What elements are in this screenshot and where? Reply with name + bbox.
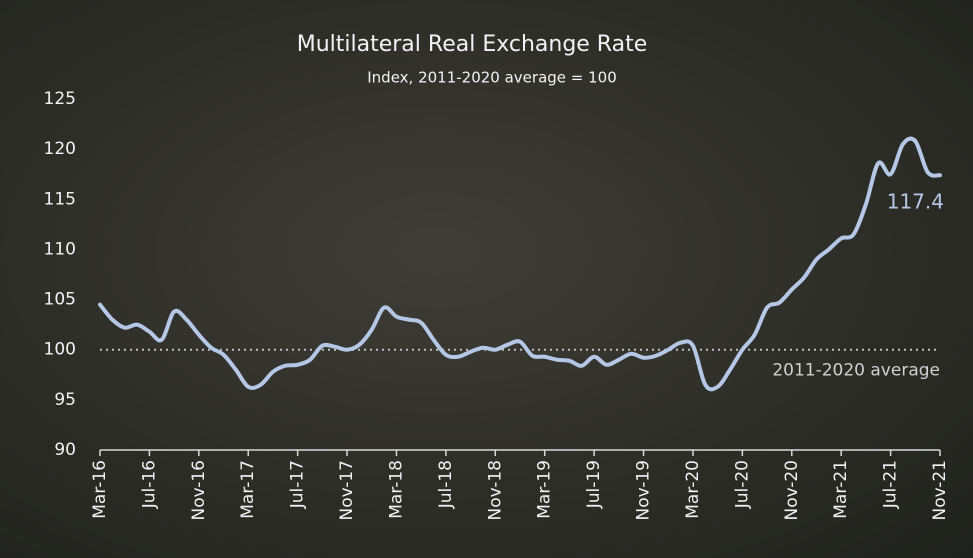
x-tick-label: Mar-18 (386, 460, 406, 519)
x-tick-label: Nov-17 (337, 460, 357, 521)
x-tick-label: Mar-20 (683, 460, 703, 519)
x-tick-label: Jul-16 (139, 460, 159, 509)
x-tick-label: Mar-17 (238, 460, 258, 519)
chart-title: Multilateral Real Exchange Rate (297, 32, 648, 57)
x-tick-label: Jul-17 (288, 460, 308, 509)
x-tick-label: Jul-21 (881, 460, 901, 509)
x-tick-label: Nov-16 (189, 460, 209, 521)
y-tick-label: 125 (44, 89, 76, 109)
y-tick-label: 95 (54, 390, 76, 410)
y-tick-label: 115 (44, 189, 76, 209)
y-tick-label: 90 (54, 440, 76, 460)
x-tick-label: Nov-20 (782, 460, 802, 521)
x-tick-label: Mar-21 (831, 460, 851, 519)
y-tick-label: 100 (44, 340, 76, 360)
series-line (98, 136, 942, 392)
y-tick-label: 110 (44, 239, 76, 259)
x-tick-label: Jul-20 (732, 460, 752, 509)
x-tick-label: Nov-21 (930, 460, 950, 521)
x-tick-label: Jul-19 (584, 460, 604, 509)
reference-label: 2011-2020 average (772, 361, 940, 381)
x-tick-label: Nov-18 (485, 460, 505, 521)
y-tick-label: 105 (44, 290, 76, 310)
x-tick-label: Mar-16 (90, 460, 110, 519)
value-label: 117.4 (887, 190, 944, 214)
chart-subtitle: Index, 2011-2020 average = 100 (367, 69, 617, 87)
y-tick-label: 120 (44, 139, 76, 159)
x-tick-label: Nov-19 (634, 460, 654, 521)
x-tick-label: Jul-18 (436, 460, 456, 509)
x-tick-label: Mar-19 (535, 460, 555, 519)
